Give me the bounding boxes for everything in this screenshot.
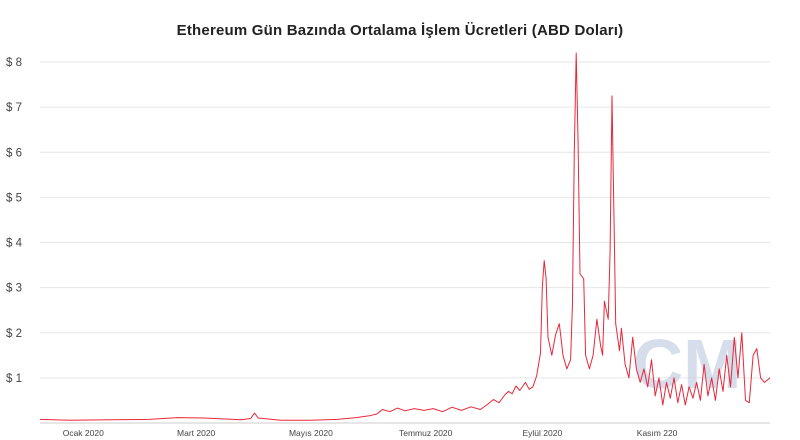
x-tick-label: Ocak 2020: [63, 428, 104, 438]
x-tick-label: Eylül 2020: [522, 428, 562, 438]
series-line: [39, 52, 771, 421]
x-tick-label: Temmuz 2020: [399, 428, 453, 438]
chart-title: Ethereum Gün Bazında Ortalama İşlem Ücre…: [176, 22, 624, 39]
y-tick-label: $ 6: [6, 147, 22, 159]
x-axis-ticks: Ocak 2020 Mart 2020 Mayıs 2020 Temmuz 2020 E…: [63, 428, 678, 438]
y-axis-ticks: $ 1 $ 2 $ 3 $ 4 $ 5 $ 6 $ 7 $ 8: [6, 57, 23, 385]
y-tick-label: $ 7: [6, 102, 22, 114]
watermark-logo: CM: [633, 325, 742, 403]
y-tick-label: $ 1: [6, 373, 22, 385]
y-tick-label: $ 3: [6, 283, 22, 295]
y-tick-label: $ 4: [6, 238, 23, 250]
series-group: [39, 52, 771, 421]
y-tick-label: $ 5: [6, 192, 22, 204]
x-tick-label: Mayıs 2020: [289, 428, 333, 438]
y-tick-label: $ 8: [6, 57, 22, 69]
gridlines: [40, 61, 770, 379]
x-tick-label: Kasım 220: [637, 428, 678, 438]
x-tick-label: Mart 2020: [177, 428, 216, 438]
y-tick-label: $ 2: [6, 328, 22, 340]
